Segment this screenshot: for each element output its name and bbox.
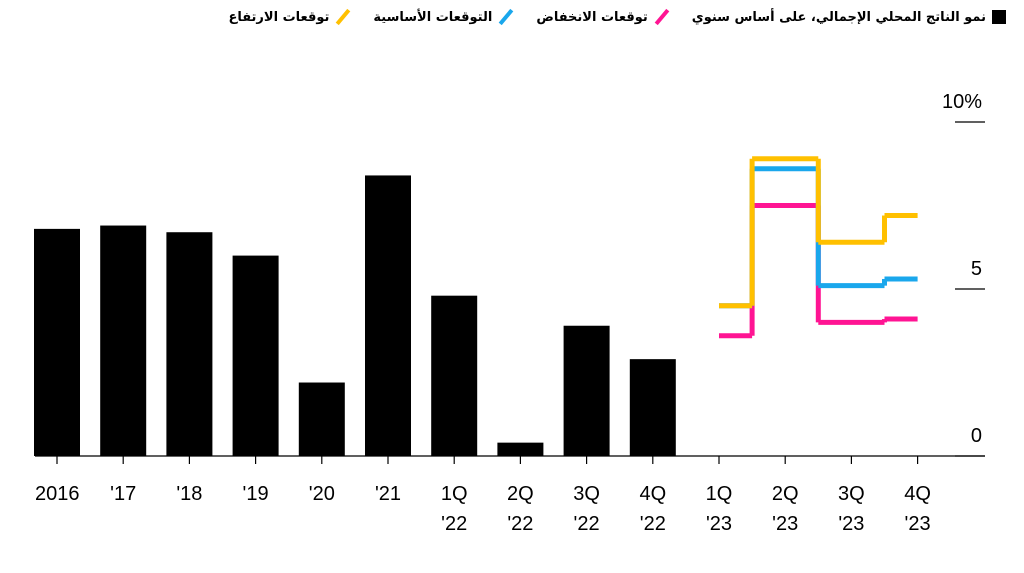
y-tick-label: 10% bbox=[942, 91, 982, 113]
x-tick-label: 2Q '23 bbox=[771, 483, 799, 535]
x-tick-label: 4Q '23 bbox=[904, 483, 931, 535]
legend-label: نمو الناتج المحلي الإجمالي، على أساس سنو… bbox=[691, 9, 986, 25]
x-tick-label: '18 bbox=[176, 483, 203, 505]
bar bbox=[34, 228, 80, 456]
legend-item: التوقعات الأساسية bbox=[373, 8, 514, 26]
x-tick-label: '19 bbox=[242, 483, 269, 505]
x-tick-label: '21 bbox=[374, 483, 402, 505]
x-tick-label: 2016 bbox=[35, 483, 80, 505]
bar bbox=[298, 382, 345, 456]
bar bbox=[497, 442, 544, 456]
y-tick-label: 5 bbox=[971, 258, 982, 280]
legend-label: توقعات الارتفاع bbox=[228, 9, 330, 25]
x-tick-label: 3Q '22 bbox=[573, 483, 600, 535]
bar bbox=[431, 295, 478, 456]
bar bbox=[166, 232, 213, 456]
legend-swatch bbox=[992, 10, 1006, 24]
x-tick-label: '20 bbox=[308, 483, 335, 505]
x-tick-label: 2Q '22 bbox=[507, 483, 534, 535]
legend-label: توقعات الانخفاض bbox=[536, 9, 648, 25]
bar bbox=[365, 175, 411, 456]
x-tick-label: 3Q '23 bbox=[838, 483, 865, 535]
legend-item: توقعات الانخفاض bbox=[536, 8, 670, 26]
x-tick-label: '17 bbox=[110, 483, 137, 505]
legend-label: التوقعات الأساسية bbox=[373, 9, 493, 25]
x-tick-label: 1Q '23 bbox=[705, 483, 733, 535]
legend-item: توقعات الارتفاع bbox=[228, 8, 351, 26]
legend: نمو الناتج المحلي الإجمالي، على أساس سنو… bbox=[228, 8, 1006, 26]
x-tick-label: 1Q '22 bbox=[440, 483, 468, 535]
legend-item: نمو الناتج المحلي الإجمالي، على أساس سنو… bbox=[692, 8, 1006, 26]
bar bbox=[563, 325, 610, 456]
bar bbox=[629, 359, 676, 456]
bar bbox=[100, 225, 147, 456]
y-tick-label: 0 bbox=[971, 425, 982, 447]
x-tick-label: 4Q '22 bbox=[639, 483, 667, 535]
bar bbox=[232, 255, 279, 456]
